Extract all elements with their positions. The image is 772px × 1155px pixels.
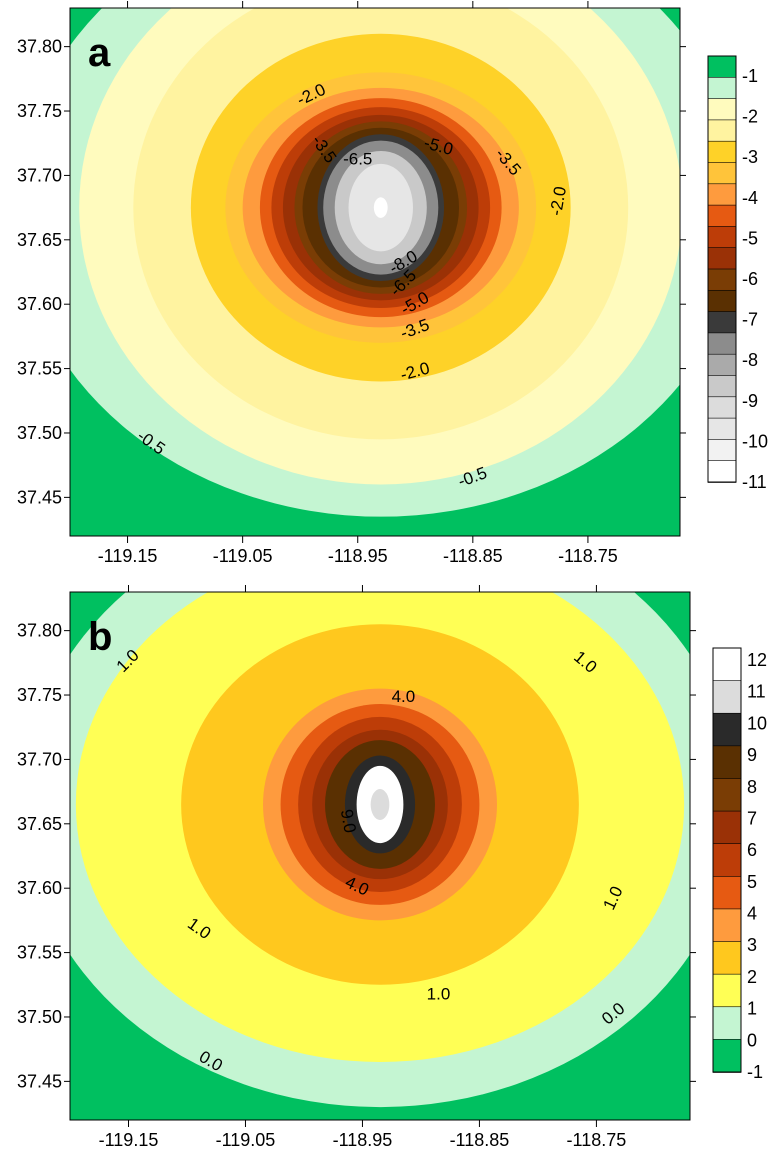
colorbar-swatch <box>708 56 736 78</box>
colorbar-label: 1 <box>747 999 757 1019</box>
colorbar-swatch <box>708 418 736 440</box>
colorbar-swatch <box>708 120 736 142</box>
colorbar-label: -10 <box>742 431 768 451</box>
y-tick-label: 37.75 <box>17 101 62 121</box>
colorbar-swatch <box>708 269 736 291</box>
colorbar-label: 8 <box>747 777 757 797</box>
colorbar-swatch <box>708 77 736 99</box>
colorbar-label: -4 <box>742 188 758 208</box>
colorbar-label: -6 <box>742 269 758 289</box>
y-tick-label: 37.60 <box>17 878 62 898</box>
contour-label: -6.5 <box>343 149 372 168</box>
x-tick-label: -118.95 <box>328 546 388 566</box>
colorbar-label: -8 <box>742 350 758 370</box>
x-tick-label: -119.05 <box>213 546 273 566</box>
colorbar-swatch <box>708 205 736 227</box>
colorbar-swatch <box>713 876 741 909</box>
x-tick-label: -118.95 <box>333 1130 393 1150</box>
colorbar-label: 2 <box>747 967 757 987</box>
y-tick-label: 37.50 <box>17 423 62 443</box>
contour-label: 1.0 <box>427 985 451 1004</box>
colorbar-label: -2 <box>742 107 758 127</box>
colorbar-swatch <box>713 811 741 844</box>
colorbar-label: 11 <box>747 682 766 702</box>
colorbar-label: -7 <box>742 310 758 330</box>
colorbar-swatch <box>708 376 736 398</box>
x-tick-label: -118.85 <box>443 546 503 566</box>
y-tick-label: 37.80 <box>17 621 62 641</box>
x-tick-label: -119.15 <box>98 546 158 566</box>
y-tick-label: 37.55 <box>17 359 62 379</box>
colorbar-swatch <box>708 333 736 355</box>
colorbar-label: -5 <box>742 228 758 248</box>
panel-b: 1.04.01.09.04.0 1.01.01.00.00.0b-119.15 -1… <box>17 502 767 1150</box>
colorbar-label: 9 <box>747 745 757 765</box>
colorbar-swatch <box>713 1039 741 1072</box>
x-tick-label: -119.15 <box>99 1130 159 1150</box>
colorbar-label: 4 <box>747 904 757 924</box>
y-tick-label: 37.80 <box>17 37 62 57</box>
y-tick-label: 37.50 <box>17 1007 62 1027</box>
colorbar-swatch <box>708 312 736 334</box>
y-tick-label: 37.75 <box>17 685 62 705</box>
colorbar-swatch <box>713 909 741 942</box>
y-tick-label: 37.65 <box>17 814 62 834</box>
contour-label: 9.0 <box>337 808 360 835</box>
colorbar-swatch <box>708 461 736 483</box>
y-tick-label: 37.60 <box>17 294 62 314</box>
colorbar-swatch <box>708 248 736 270</box>
colorbar-label: -11 <box>742 472 767 492</box>
x-tick-label: -118.85 <box>450 1130 510 1150</box>
colorbar-swatch <box>708 226 736 248</box>
colorbar-swatch <box>708 439 736 461</box>
colorbar-swatch <box>708 99 736 121</box>
colorbar-label: 5 <box>747 872 757 892</box>
y-tick-label: 37.45 <box>17 1071 62 1091</box>
colorbar-swatch <box>713 778 741 811</box>
colorbar-label: -1 <box>742 66 758 86</box>
colorbar-label: 10 <box>747 713 767 733</box>
colorbar-swatch <box>708 141 736 163</box>
contour-label: 4.0 <box>392 687 416 706</box>
x-tick-label: -118.75 <box>558 546 618 566</box>
colorbar-swatch <box>708 397 736 419</box>
colorbar-swatch <box>713 746 741 779</box>
y-tick-label: 37.55 <box>17 943 62 963</box>
colorbar-swatch <box>708 163 736 185</box>
colorbar-swatch <box>713 648 741 681</box>
contour-fill <box>23 502 737 1120</box>
contour-region <box>371 789 390 820</box>
x-tick-label: -118.75 <box>567 1130 627 1150</box>
colorbar-label: 7 <box>747 808 757 828</box>
x-tick-label: -119.05 <box>216 1130 276 1150</box>
colorbar-label: -3 <box>742 147 758 167</box>
colorbar: -1 -2 -3 -4 -5 -6 -7 -8 -9 -10 -11 <box>708 56 768 492</box>
y-tick-label: 37.65 <box>17 230 62 250</box>
colorbar-swatch <box>708 184 736 206</box>
colorbar-swatch <box>713 713 741 746</box>
colorbar-label: 6 <box>747 840 757 860</box>
colorbar-swatch <box>708 290 736 312</box>
colorbar-swatch <box>713 974 741 1007</box>
colorbar-swatch <box>713 681 741 714</box>
colorbar-swatch <box>713 844 741 877</box>
y-tick-label: 37.45 <box>17 487 62 507</box>
colorbar-label: -9 <box>742 391 758 411</box>
colorbar-label: -1 <box>747 1062 763 1082</box>
y-tick-label: 37.70 <box>17 749 62 769</box>
panel-a: -2.0-3.5 -6.5 -5.0 -3.5-2.0-8.0-6.5-5.0-3.5… <box>16 0 768 566</box>
colorbar-swatch <box>708 354 736 376</box>
colorbar-swatch <box>713 942 741 975</box>
contour-fill <box>16 0 746 536</box>
colorbar-swatch <box>713 1007 741 1040</box>
panel-letter: a <box>88 31 111 75</box>
contour-region <box>374 197 388 218</box>
panel-letter: b <box>88 615 112 659</box>
y-tick-label: 37.70 <box>17 165 62 185</box>
colorbar-label: 0 <box>747 1030 757 1050</box>
colorbar-label: 3 <box>747 935 757 955</box>
colorbar-label: 12 <box>747 650 767 670</box>
